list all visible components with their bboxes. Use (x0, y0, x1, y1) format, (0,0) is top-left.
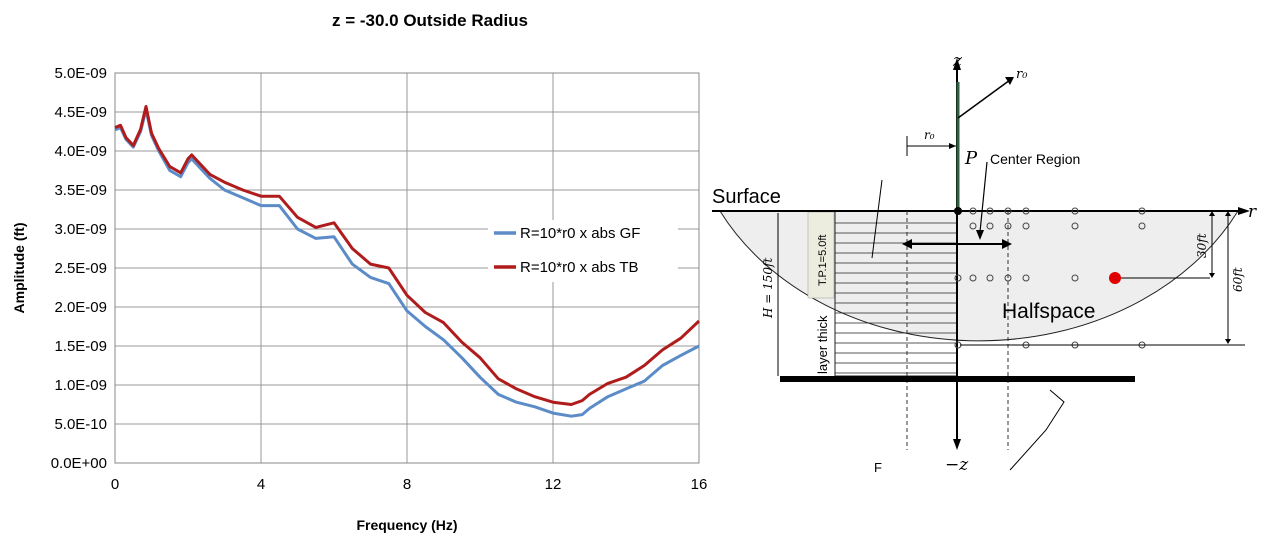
legend-box (488, 220, 678, 282)
neg-z-label: −z (945, 455, 969, 475)
chart-title: z = -30.0 Outside Radius (332, 11, 528, 30)
receiver-points (954, 207, 1146, 349)
r-axis-arrow (1238, 207, 1250, 215)
x-tick-label: 4 (257, 476, 265, 493)
red-receiver-point (1109, 272, 1121, 284)
x-tick-label: 16 (691, 476, 708, 493)
r-axis-label: r (1248, 202, 1257, 222)
r0-top-label: r₀ (1016, 67, 1028, 82)
receiver-circle (1022, 274, 1030, 282)
r0-direction-arrow (1005, 77, 1014, 85)
x-axis-ticks: 0 4 8 12 16 (111, 476, 708, 493)
y-tick-label: 1.0E-09 (54, 377, 107, 394)
y-tick-label: 3.0E-09 (54, 221, 107, 238)
f-label: F (874, 460, 882, 475)
layer-thick-label: layer thick (815, 315, 830, 374)
layer-leader-line (871, 179, 883, 259)
y-tick-label: 2.0E-09 (54, 299, 107, 316)
d30-arrow-top (1209, 211, 1215, 216)
center-width-arrow-left (902, 239, 912, 249)
receiver-circle (1138, 222, 1146, 230)
load-point (954, 207, 962, 215)
center-width-arrow-right (1002, 239, 1012, 249)
y-tick-label: 1.5E-09 (54, 338, 107, 355)
halfspace-diagram: r Surface z −z P Center Region r₀ r₀ H =… (712, 51, 1257, 475)
center-region-pointer-head (976, 230, 984, 240)
d60-arrow-bottom (1225, 339, 1231, 344)
x-tick-label: 12 (545, 476, 562, 493)
y-axis-ticks: 0.0E+00 5.0E-10 1.0E-09 1.5E-09 2.0E-09 2.5E-… (51, 65, 107, 472)
y-tick-label: 4.5E-09 (54, 104, 107, 121)
receiver-circle (1138, 207, 1146, 215)
receiver-circle (986, 274, 994, 282)
center-region-pointer (979, 161, 988, 233)
r0-left-label: r₀ (924, 128, 935, 142)
chart-panel: z = -30.0 Outside Radius 0.0E+00 5.0E-10 1… (11, 11, 708, 533)
series-line-tb (114, 105, 701, 406)
receiver-circle (954, 274, 962, 282)
receiver-circle (969, 222, 977, 230)
z-axis-arrow-down (953, 439, 961, 450)
receiver-circle (1004, 207, 1012, 215)
center-region-label: Center Region (990, 151, 1080, 167)
z-axis-label: z (952, 51, 963, 71)
receiver-circle (1022, 207, 1030, 215)
tp-label: T.P.1=5.0ft (817, 235, 829, 286)
receiver-circle (1071, 274, 1079, 282)
x-tick-label: 0 (111, 476, 119, 493)
y-tick-label: 5.0E-10 (54, 416, 107, 433)
receiver-circle (969, 207, 977, 215)
x-tick-label: 8 (403, 476, 411, 493)
legend-label-tb: R=10*r0 x abs TB (520, 259, 639, 276)
h-dim-label: H = 150ft (761, 258, 775, 319)
base-plate (780, 376, 1135, 382)
halfspace-region (719, 210, 1239, 342)
receiver-circle (1071, 207, 1079, 215)
y-tick-label: 0.0E+00 (51, 455, 107, 472)
y-axis-title: Amplitude (ft) (11, 223, 27, 314)
d30-arrow-bottom (1209, 273, 1215, 278)
layer-lines (835, 222, 957, 374)
halfspace-label: Halfspace (1002, 300, 1095, 323)
tp-layer-bar (807, 211, 835, 299)
y-tick-label: 3.5E-09 (54, 182, 107, 199)
y-tick-label: 5.0E-09 (54, 65, 107, 82)
x-axis-title: Frequency (Hz) (356, 517, 457, 533)
surface-label: Surface (712, 186, 781, 208)
receiver-circle (969, 274, 977, 282)
legend-label-gf: R=10*r0 x abs GF (520, 225, 640, 242)
receiver-circle (1004, 274, 1012, 282)
z-axis-arrow-up (953, 58, 961, 70)
receiver-circle (1022, 222, 1030, 230)
legend: R=10*r0 x abs GF R=10*r0 x abs TB (488, 220, 678, 282)
y-tick-label: 2.5E-09 (54, 260, 107, 277)
d30-label: 30ft (1195, 233, 1209, 258)
plot-area (114, 72, 700, 464)
r0-direction-line (957, 79, 1011, 119)
r0-dim-arrow (949, 143, 956, 149)
plate-leader-line (1009, 389, 1065, 471)
p-label: P (964, 148, 978, 169)
receiver-circle (986, 207, 994, 215)
d60-label: 60ft (1231, 267, 1245, 292)
d60-arrow-top (1225, 211, 1231, 216)
y-tick-label: 4.0E-09 (54, 143, 107, 160)
series-lines (114, 105, 701, 418)
receiver-circle (1071, 222, 1079, 230)
receiver-circle (1004, 222, 1012, 230)
receiver-circle (986, 222, 994, 230)
